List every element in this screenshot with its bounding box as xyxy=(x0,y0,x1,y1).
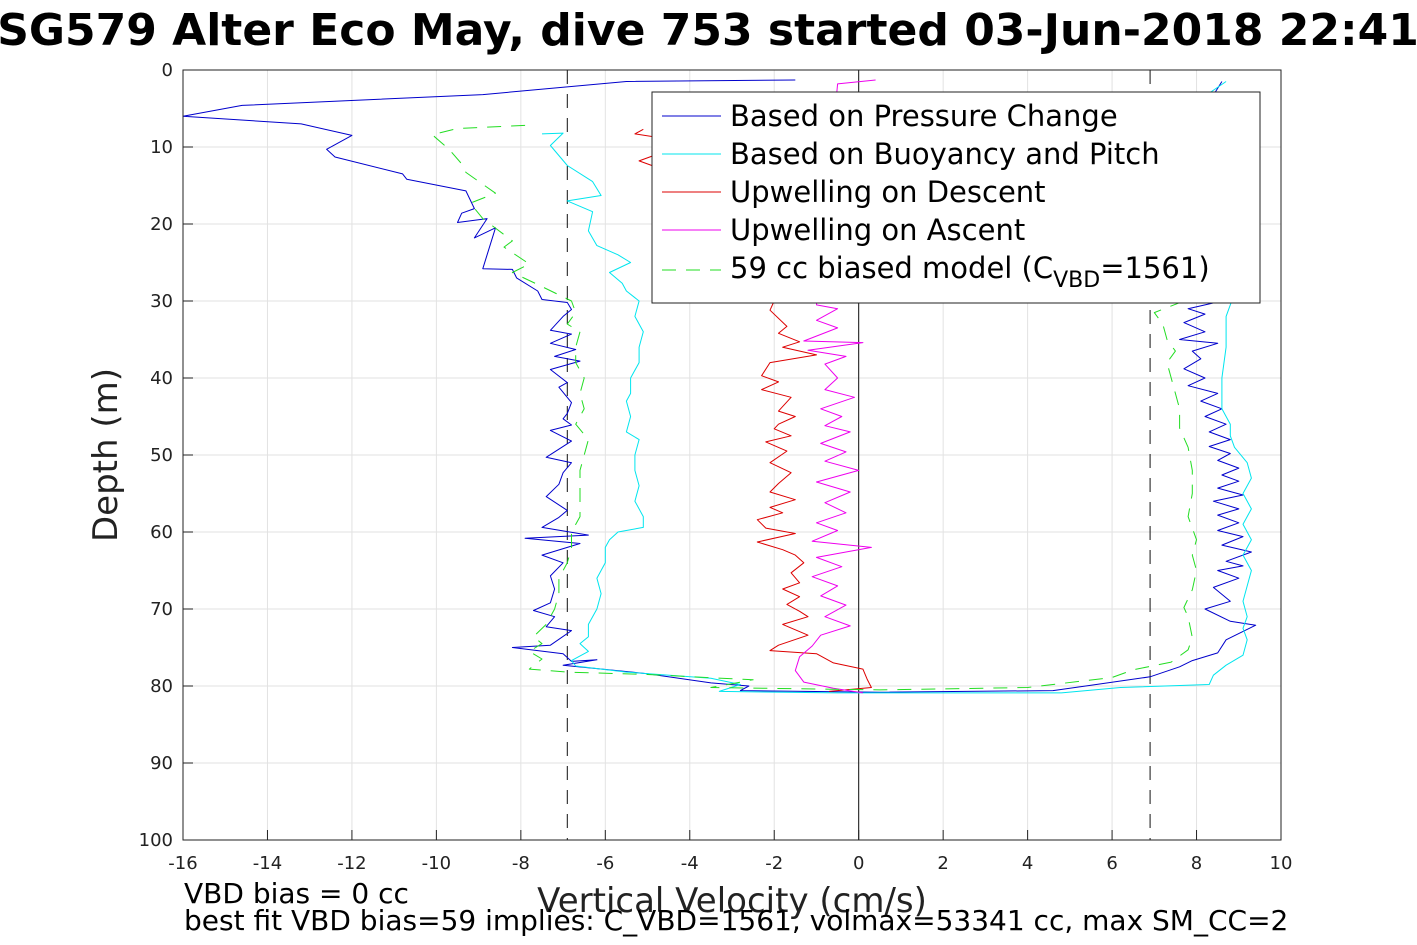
y-tick-label: 70 xyxy=(150,599,173,620)
x-tick-label: 0 xyxy=(853,853,864,874)
legend-biased-model-main: 59 cc biased model (C xyxy=(730,251,1053,285)
x-tick-label: -6 xyxy=(596,853,614,874)
legend: Based on Pressure Change Based on Buoyan… xyxy=(651,91,1261,304)
legend-biased-model-tail: =1561) xyxy=(1100,251,1209,285)
best-fit-note: best fit VBD bias=59 implies: C_VBD=1561… xyxy=(184,904,1288,937)
x-tick-label: 8 xyxy=(1191,853,1202,874)
legend-biased-model-subscript: VBD xyxy=(1053,268,1100,293)
y-tick-label: 20 xyxy=(150,214,173,235)
legend-entry-upwelling-descent: Upwelling on Descent xyxy=(730,175,1046,209)
y-tick-label: 100 xyxy=(139,830,173,851)
y-axis-label: Depth (m) xyxy=(86,368,126,542)
x-tick-label: -16 xyxy=(168,853,197,874)
x-axis-label: Vertical Velocity (cm/s) xyxy=(537,881,927,921)
x-tick-label: 10 xyxy=(1270,853,1293,874)
x-tick-label: -4 xyxy=(681,853,699,874)
y-tick-label: 0 xyxy=(162,60,173,81)
legend-entry-pressure: Based on Pressure Change xyxy=(730,99,1118,133)
y-tick-label: 90 xyxy=(150,753,173,774)
y-tick-label: 10 xyxy=(150,137,173,158)
chart-title: SG579 Alter Eco May, dive 753 started 03… xyxy=(0,5,1417,56)
x-tick-label: -14 xyxy=(253,853,282,874)
y-tick-label: 40 xyxy=(150,368,173,389)
vbd-bias-note: VBD bias = 0 cc xyxy=(184,877,409,910)
legend-box xyxy=(651,91,1261,304)
series-line-1 xyxy=(541,81,1252,694)
x-tick-label: 6 xyxy=(1106,853,1117,874)
series-line-0 xyxy=(182,79,1257,693)
y-tick-label: 80 xyxy=(150,676,173,697)
x-tick-label: -2 xyxy=(765,853,783,874)
axis-ticks: -16 -14 -12 -10 -8 -6 -4 -2 0 2 4 6 8 100102030405060… xyxy=(139,60,1293,874)
y-tick-label: 60 xyxy=(150,522,173,543)
legend-entry-upwelling-ascent: Upwelling on Ascent xyxy=(730,213,1025,247)
y-tick-label: 30 xyxy=(150,291,173,312)
series-line-2 xyxy=(634,128,872,692)
series-lines xyxy=(182,79,1257,694)
x-tick-label: -12 xyxy=(337,853,366,874)
y-tick-label: 50 xyxy=(150,445,173,466)
x-tick-label: -10 xyxy=(422,853,451,874)
series-line-3 xyxy=(794,79,876,694)
legend-entry-buoyancy: Based on Buoyancy and Pitch xyxy=(730,137,1160,171)
x-tick-label: -8 xyxy=(512,853,530,874)
x-tick-label: 4 xyxy=(1022,853,1033,874)
series-line-4 xyxy=(431,124,1197,691)
x-tick-label: 2 xyxy=(937,853,948,874)
legend-entry-biased-model: 59 cc biased model (CVBD=1561) xyxy=(730,251,1210,293)
